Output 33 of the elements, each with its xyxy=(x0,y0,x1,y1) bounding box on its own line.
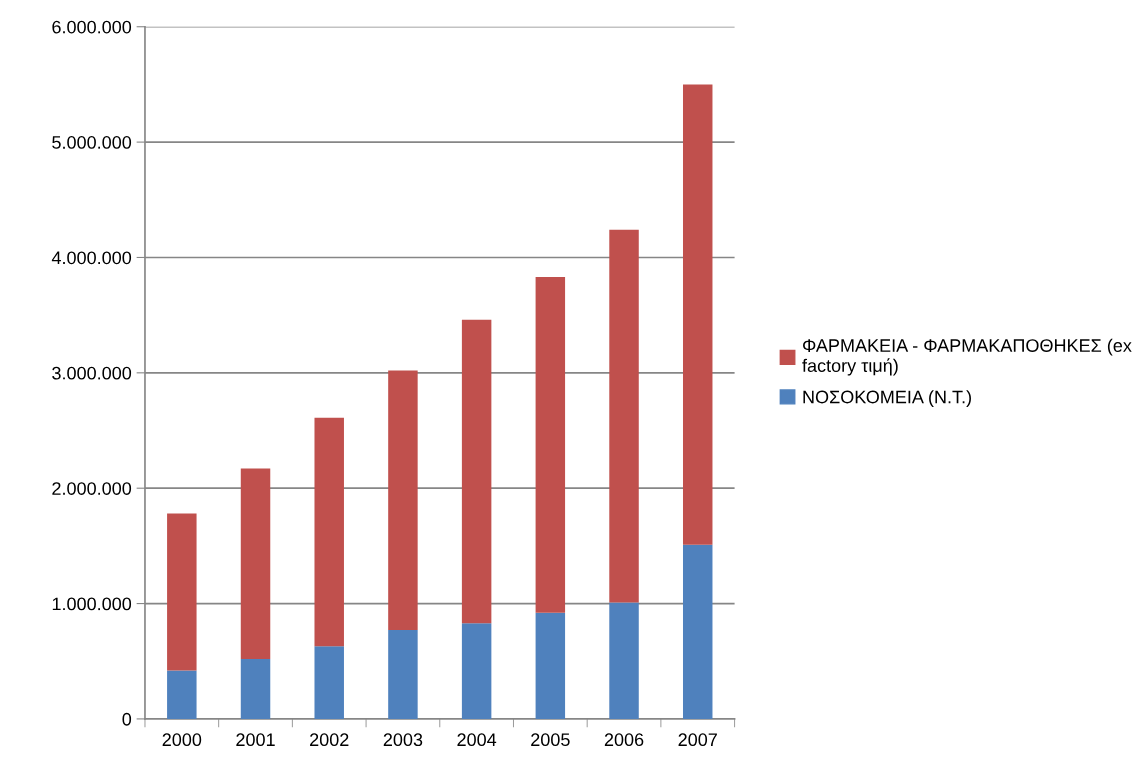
x-tick-label: 2003 xyxy=(383,733,423,747)
y-tick-label: 5.000.000 xyxy=(52,136,132,149)
bar xyxy=(609,229,639,603)
bar xyxy=(609,602,639,719)
y-tick-label: 6.000.000 xyxy=(52,20,132,34)
legend-label: ΝΟΣΟΚΟΜΕΙΑ (Ν.Τ.) xyxy=(803,390,971,407)
bar xyxy=(388,630,418,719)
bar xyxy=(314,646,344,719)
bar xyxy=(535,612,566,719)
y-tick-label: 4.000.000 xyxy=(51,251,132,265)
bar xyxy=(461,623,492,719)
bar xyxy=(240,658,271,719)
bar xyxy=(682,544,713,719)
bar xyxy=(535,277,566,613)
bar xyxy=(167,670,197,719)
y-tick-label: 1.000.000 xyxy=(52,597,132,611)
x-tick-label: 2001 xyxy=(236,733,275,747)
x-tick-label: 2000 xyxy=(162,733,202,747)
bar xyxy=(167,513,197,671)
x-tick-label: 2007 xyxy=(678,733,717,747)
bar xyxy=(682,84,713,545)
x-tick-label: 2005 xyxy=(531,733,570,747)
x-tick-label: 2002 xyxy=(310,733,349,747)
y-tick-label: 3.000.000 xyxy=(52,366,132,380)
y-tick-label: 0 xyxy=(122,712,132,726)
x-tick-label: 2006 xyxy=(604,733,644,747)
bar xyxy=(388,370,418,631)
bar xyxy=(314,417,344,647)
legend-label: ΦΑΡΜΑΚΕΙΑ - ΦΑΡΜΑΚΑΠΟΘΗΚΕΣ (ex factory τιμή) xyxy=(802,338,1132,376)
x-tick-label: 2004 xyxy=(457,733,497,747)
bar xyxy=(240,468,271,659)
y-tick-label: 2.000.000 xyxy=(52,482,132,495)
bar xyxy=(461,319,492,624)
